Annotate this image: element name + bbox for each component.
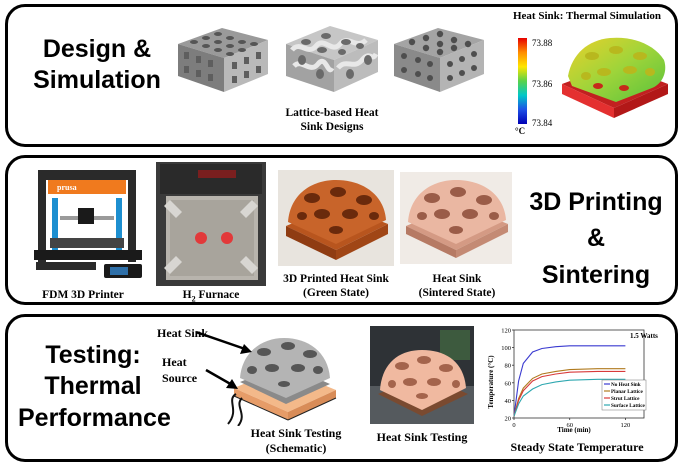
printer-brand-logo: prusa <box>57 183 77 192</box>
legend-label: No Heat Sink <box>611 382 641 388</box>
furnace-caption-prefix: H <box>182 289 192 301</box>
lattice-caption-line1: Lattice-based Heat <box>285 107 379 119</box>
schematic-label-heat-sink: Heat Sink <box>157 326 209 340</box>
chart-ylabel: Temperature (°C) <box>487 355 495 409</box>
chart-series <box>513 345 626 417</box>
y-tick-label: 60 <box>505 380 512 387</box>
lattice-designs-caption: Lattice-based Heat Sink Designs <box>268 106 396 135</box>
schematic-caption: Heat Sink Testing (Schematic) <box>236 426 356 456</box>
testing-panel <box>5 314 678 462</box>
lattice-caption-line2: Sink Designs <box>300 121 364 134</box>
y-tick-label: 100 <box>501 345 511 352</box>
schematic-caption-line2: (Schematic) <box>265 441 327 455</box>
series-line-strut-lattice <box>513 370 626 417</box>
design-simulation-title: Design & Simulation <box>22 34 172 97</box>
printing-title-line2: & <box>586 224 606 253</box>
heat-source-line1: Heat <box>162 355 187 369</box>
temperature-colorbar <box>518 38 527 124</box>
series-line-surface-lattice <box>513 378 626 417</box>
schematic-caption-line1: Heat Sink Testing <box>250 426 342 440</box>
design-title-line1: Design & <box>42 35 152 63</box>
chart-annotation: 1.5 Watts <box>630 332 658 340</box>
testing-title-line3: Performance <box>18 403 171 432</box>
testing-title-line1: Testing: <box>45 341 141 369</box>
furnace-caption-subscript: 2 <box>191 294 196 304</box>
sintered-caption-line1: Heat Sink <box>432 273 482 285</box>
y-tick-label: 80 <box>505 363 512 370</box>
testing-title-line2: Thermal <box>44 372 142 401</box>
legend-label: Planar Lattice <box>611 389 643 395</box>
green-caption-line1: 3D Printed Heat Sink <box>283 273 389 285</box>
green-state-caption: 3D Printed Heat Sink (Green State) <box>270 272 402 301</box>
colorbar-tick-mid: 73.86 <box>532 79 553 89</box>
legend-label: Surface Lattice <box>611 403 646 409</box>
printing-title-line3: Sintering <box>541 260 651 289</box>
green-state-heat-sink-photo <box>278 170 394 266</box>
heat-sink-testing-schematic <box>196 330 337 426</box>
colorbar-tick-min: 73.84 <box>532 118 553 128</box>
cubic-lattice-render <box>178 28 268 92</box>
thermal-simulation-render <box>562 37 668 118</box>
design-title-line2: Simulation <box>33 66 161 95</box>
chart-caption: Steady State Temperature <box>510 440 644 454</box>
colorbar-unit: °C <box>515 126 526 136</box>
fdm-printer-caption: FDM 3D Printer <box>42 289 124 301</box>
h2-furnace-photo <box>156 162 266 286</box>
furnace-caption-suffix: Furnace <box>195 289 240 301</box>
thermal-simulation-title: Heat Sink: Thermal Simulation <box>512 10 661 22</box>
y-tick-label: 40 <box>505 398 512 405</box>
y-tick-label: 120 <box>501 328 511 335</box>
x-tick-label: 0 <box>512 422 515 429</box>
gyroid-lattice-render <box>286 26 379 92</box>
heat-sink-testing-photo <box>370 326 474 424</box>
x-tick-label: 60 <box>566 422 573 429</box>
green-caption-line2: (Green State) <box>303 287 369 300</box>
chart-axes: 20 40 60 80 100 120 0 60 120 <box>501 328 645 429</box>
colorbar-tick-max: 73.88 <box>532 38 553 48</box>
sintered-heat-sink-photo <box>400 172 512 264</box>
chart-plot-area <box>513 329 645 419</box>
testing-title: Testing: Thermal Performance <box>18 340 171 434</box>
sintered-state-caption: Heat Sink (Sintered State) <box>398 272 516 301</box>
legend-label: Strut Lattice <box>611 396 640 402</box>
chart-xlabel: Time (min) <box>557 426 591 434</box>
strut-lattice-render <box>394 28 484 92</box>
sintered-caption-line2: (Sintered State) <box>418 287 496 300</box>
printing-sintering-title: 3D Printing & Sintering <box>516 184 676 293</box>
schematic-label-heat-source: Heat Source <box>162 354 197 386</box>
steady-state-temperature-chart: 20 40 60 80 100 120 0 60 120 No Heat SinkPlanar … <box>487 328 658 435</box>
h2-furnace-caption: H2 Furnace <box>150 288 272 304</box>
fdm-printer-photo: prusa <box>34 170 142 278</box>
x-tick-label: 120 <box>621 422 631 429</box>
series-line-no-heat-sink <box>513 345 626 417</box>
series-line-planar-lattice <box>513 368 626 417</box>
testing-photo-caption: Heat Sink Testing <box>376 430 468 444</box>
heat-source-line2: Source <box>162 371 198 386</box>
printing-title-line1: 3D Printing <box>529 188 663 216</box>
y-tick-label: 20 <box>505 416 512 423</box>
